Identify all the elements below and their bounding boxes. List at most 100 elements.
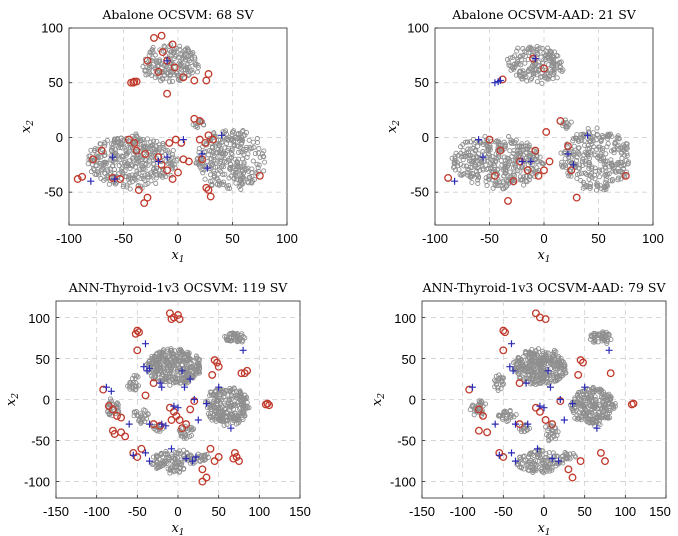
- data-point: [174, 158, 180, 164]
- data-point: [140, 63, 146, 70]
- data-point: [197, 458, 203, 465]
- support-vector-marker: [168, 175, 177, 183]
- data-point: [572, 135, 578, 141]
- support-vector-marker: [534, 171, 543, 180]
- support-vector-marker: [568, 473, 577, 482]
- data-point: [252, 151, 258, 157]
- data-point: [247, 146, 253, 152]
- y-tick-label: -50: [410, 185, 429, 200]
- data-point: [173, 460, 179, 466]
- anomaly-marker: [190, 396, 198, 403]
- data-point: [236, 411, 242, 417]
- data-point: [150, 44, 156, 51]
- x-tick-label: -100: [422, 231, 448, 246]
- data-point: [506, 134, 512, 140]
- data-point: [503, 166, 509, 172]
- data-point: [529, 451, 535, 457]
- data-point: [209, 183, 215, 189]
- data-point: [157, 362, 163, 368]
- data-point: [599, 167, 605, 173]
- support-vector-marker: [179, 73, 188, 82]
- anomaly-marker: [192, 453, 200, 461]
- support-vector-marker: [499, 326, 508, 335]
- data-point: [155, 464, 161, 470]
- data-point: [513, 60, 519, 66]
- data-point: [606, 410, 613, 416]
- data-point: [539, 379, 545, 385]
- data-point: [211, 152, 217, 159]
- data-point: [502, 143, 508, 149]
- data-point: [534, 79, 540, 85]
- data-point: [589, 164, 595, 170]
- support-vector-marker: [540, 166, 548, 175]
- data-point: [242, 404, 248, 410]
- data-point: [520, 354, 526, 360]
- x-tick-label: -50: [494, 504, 513, 519]
- data-point: [232, 170, 238, 176]
- data-point: [139, 419, 145, 425]
- data-point: [539, 80, 545, 86]
- data-point: [602, 405, 609, 411]
- data-point: [556, 359, 562, 365]
- data-point: [554, 75, 560, 81]
- support-vector-marker: [201, 138, 210, 147]
- data-point: [537, 45, 543, 51]
- data-point: [532, 351, 538, 357]
- anomaly-marker: [534, 445, 541, 453]
- data-point: [227, 185, 233, 191]
- x-tick-label: 100: [276, 231, 298, 246]
- support-vector-marker: [474, 405, 483, 414]
- data-point: [173, 379, 179, 385]
- data-point: [140, 163, 146, 169]
- data-point: [200, 452, 207, 459]
- data-point: [520, 70, 526, 76]
- y-tick-label: -50: [44, 185, 63, 200]
- data-point: [177, 59, 183, 65]
- data-point: [464, 170, 471, 176]
- anomaly-marker: [203, 164, 211, 172]
- data-point: [219, 404, 225, 410]
- data-point: [513, 72, 519, 78]
- data-point: [489, 154, 495, 160]
- data-point: [498, 158, 504, 164]
- data-point: [221, 400, 227, 406]
- anomaly-marker: [203, 400, 210, 408]
- y-axis-label: x2: [4, 393, 21, 406]
- data-point: [236, 165, 242, 171]
- data-point: [530, 62, 536, 68]
- data-point: [105, 166, 111, 172]
- anomaly-marker: [125, 420, 133, 428]
- data-point: [490, 185, 496, 191]
- data-point: [160, 348, 166, 354]
- support-vector-marker: [202, 76, 211, 85]
- data-point: [590, 388, 596, 395]
- anomaly-marker: [555, 457, 563, 465]
- data-point: [589, 386, 596, 392]
- data-point: [167, 382, 173, 388]
- data-point: [471, 412, 477, 418]
- data-point: [194, 363, 200, 369]
- data-point: [546, 432, 552, 438]
- support-vector-marker: [198, 465, 207, 474]
- data-point: [514, 364, 520, 370]
- data-point: [249, 166, 255, 172]
- data-point: [237, 335, 243, 342]
- data-point: [173, 463, 180, 469]
- data-point: [209, 401, 216, 407]
- anomaly-marker: [536, 402, 544, 410]
- data-point: [475, 175, 482, 181]
- support-vector-marker: [143, 56, 152, 65]
- support-vector-marker: [206, 444, 215, 453]
- data-point: [196, 357, 203, 363]
- data-point: [145, 180, 151, 186]
- data-point: [524, 376, 530, 382]
- support-vector-marker: [576, 356, 585, 365]
- data-point: [522, 365, 528, 371]
- support-vector-marker: [240, 369, 249, 378]
- y-tick-label: 100: [394, 311, 416, 326]
- panel-title: Abalone OCSVM-AAD: 21 SV: [451, 7, 637, 22]
- data-point: [465, 146, 471, 152]
- data-point: [153, 180, 159, 186]
- data-point: [171, 374, 177, 380]
- support-vector-marker: [198, 477, 207, 486]
